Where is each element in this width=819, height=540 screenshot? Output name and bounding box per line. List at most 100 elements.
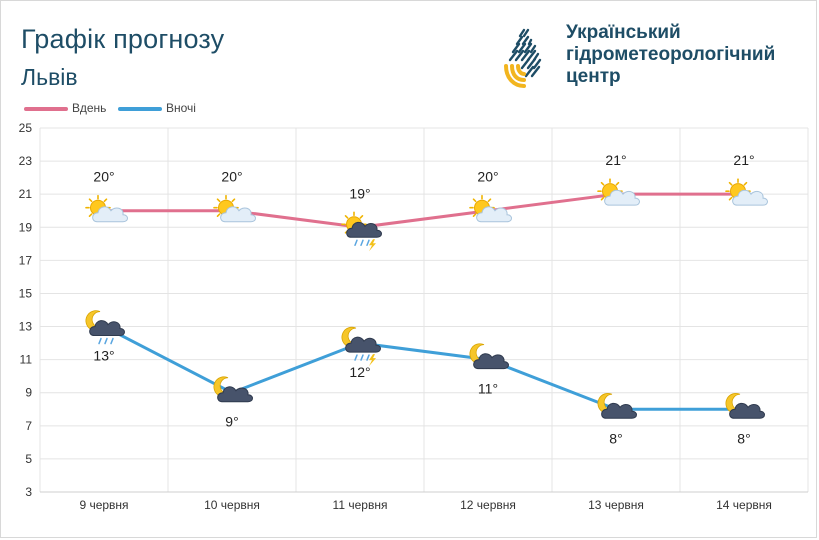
data-label-day: 21° <box>605 152 626 168</box>
rain-drop <box>366 354 370 361</box>
series-line-night <box>102 325 746 411</box>
data-label-day: 20° <box>221 169 242 185</box>
y-tick-label: 7 <box>25 419 32 433</box>
data-label-night: 12° <box>349 364 370 380</box>
light-cloud <box>220 206 256 223</box>
sun-ray <box>359 214 364 219</box>
sun-ray <box>487 198 492 203</box>
sun-cloud-icon <box>85 194 128 223</box>
legend-item-night[interactable]: Вночі <box>118 101 196 115</box>
rain-drops <box>354 239 370 247</box>
organization-name: Український гідрометеорологічний центр <box>566 22 775 88</box>
legend-label-day: Вдень <box>72 101 107 115</box>
moon-cloud-icon <box>469 343 509 370</box>
page-title: Графік прогнозу <box>21 24 225 54</box>
dark-cloud <box>346 221 382 238</box>
sun-cloud-icon <box>469 194 512 223</box>
sun-ray <box>231 198 236 203</box>
data-label-day: 19° <box>349 185 370 201</box>
sun-ray <box>600 196 605 201</box>
dark-cloud <box>89 320 125 337</box>
y-tick-label: 21 <box>19 187 33 201</box>
dark-cloud <box>601 402 637 419</box>
sun-cloud-icon <box>213 194 256 223</box>
y-tick-label: 9 <box>25 386 32 400</box>
moon-storm-rain-icon <box>341 326 381 367</box>
grid-lines <box>39 127 809 493</box>
sun-ray <box>88 213 93 218</box>
rain-drop <box>366 239 370 247</box>
sun-ray <box>728 196 733 201</box>
moon-cloud-icon <box>213 376 253 403</box>
sun-ray <box>615 181 620 186</box>
sun-ray <box>216 198 221 203</box>
moon-cloud-icon <box>725 393 765 419</box>
dark-cloud <box>217 386 253 403</box>
y-tick-label: 3 <box>25 485 32 499</box>
data-label-night: 8° <box>609 430 622 446</box>
sun-ray <box>472 198 477 203</box>
y-tick-label: 23 <box>19 154 33 168</box>
data-label-day: 21° <box>733 152 754 168</box>
legend-item-day[interactable]: Вдень <box>24 101 106 115</box>
legend-swatch-night <box>118 106 162 111</box>
x-tick-label: 13 червня <box>588 498 644 512</box>
rain-drop <box>98 337 102 345</box>
y-tick-label: 13 <box>19 320 33 334</box>
x-tick-label: 14 червня <box>716 498 772 512</box>
light-cloud <box>92 206 128 223</box>
rain-drops <box>354 354 370 361</box>
sun-ray <box>88 198 93 203</box>
drop-logo-icon <box>504 28 542 88</box>
city-name: Львів <box>21 64 78 90</box>
sun-ray <box>344 214 349 219</box>
sun-ray <box>103 198 108 203</box>
data-label-night: 11° <box>478 381 498 397</box>
data-label-day: 20° <box>93 169 114 185</box>
rain-drop <box>110 337 114 345</box>
sun-ray <box>472 213 477 218</box>
lightning-bolt <box>369 239 376 252</box>
y-tick-label: 17 <box>19 253 33 267</box>
logo-drop-shape <box>504 28 542 88</box>
sun-ray <box>216 213 221 218</box>
light-cloud <box>476 206 512 223</box>
moon-cloud-rain-icon <box>85 310 125 345</box>
light-cloud <box>732 189 768 206</box>
x-tick-label: 10 червня <box>204 498 260 512</box>
dark-cloud <box>473 353 509 370</box>
dark-cloud <box>345 336 381 353</box>
legend-label-night: Вночі <box>166 101 196 115</box>
dark-cloud <box>729 402 765 419</box>
data-label-night: 13° <box>93 348 114 364</box>
rain-drop <box>360 239 364 247</box>
x-tick-label: 11 червня <box>333 498 388 512</box>
rain-drop <box>360 354 364 361</box>
y-tick-label: 5 <box>25 452 32 466</box>
x-tick-label: 9 червня <box>79 498 128 512</box>
sun-cloud-icon <box>597 178 640 206</box>
lightning-bolt <box>369 354 376 367</box>
rain-drop <box>104 337 108 345</box>
sun-storm-rain-icon <box>341 211 382 252</box>
rain-drop <box>354 354 358 361</box>
data-label-night: 9° <box>225 414 238 430</box>
org-line-2: гідрометеорологічний <box>566 44 776 65</box>
sun-ray <box>728 181 733 186</box>
rain-drops <box>98 337 114 345</box>
rain-drop <box>354 239 358 247</box>
data-label-night: 8° <box>737 430 750 446</box>
data-label-day: 20° <box>477 169 498 185</box>
sun-ray <box>600 181 605 186</box>
sun-cloud-icon <box>725 178 768 206</box>
y-tick-label: 25 <box>19 121 33 135</box>
y-tick-label: 15 <box>19 286 33 300</box>
x-tick-label: 12 червня <box>460 498 516 512</box>
moon-cloud-icon <box>597 393 637 419</box>
org-line-3: центр <box>566 66 621 87</box>
sun-ray <box>743 181 748 186</box>
legend-swatch-day <box>24 106 68 111</box>
y-tick-label: 19 <box>19 220 33 234</box>
